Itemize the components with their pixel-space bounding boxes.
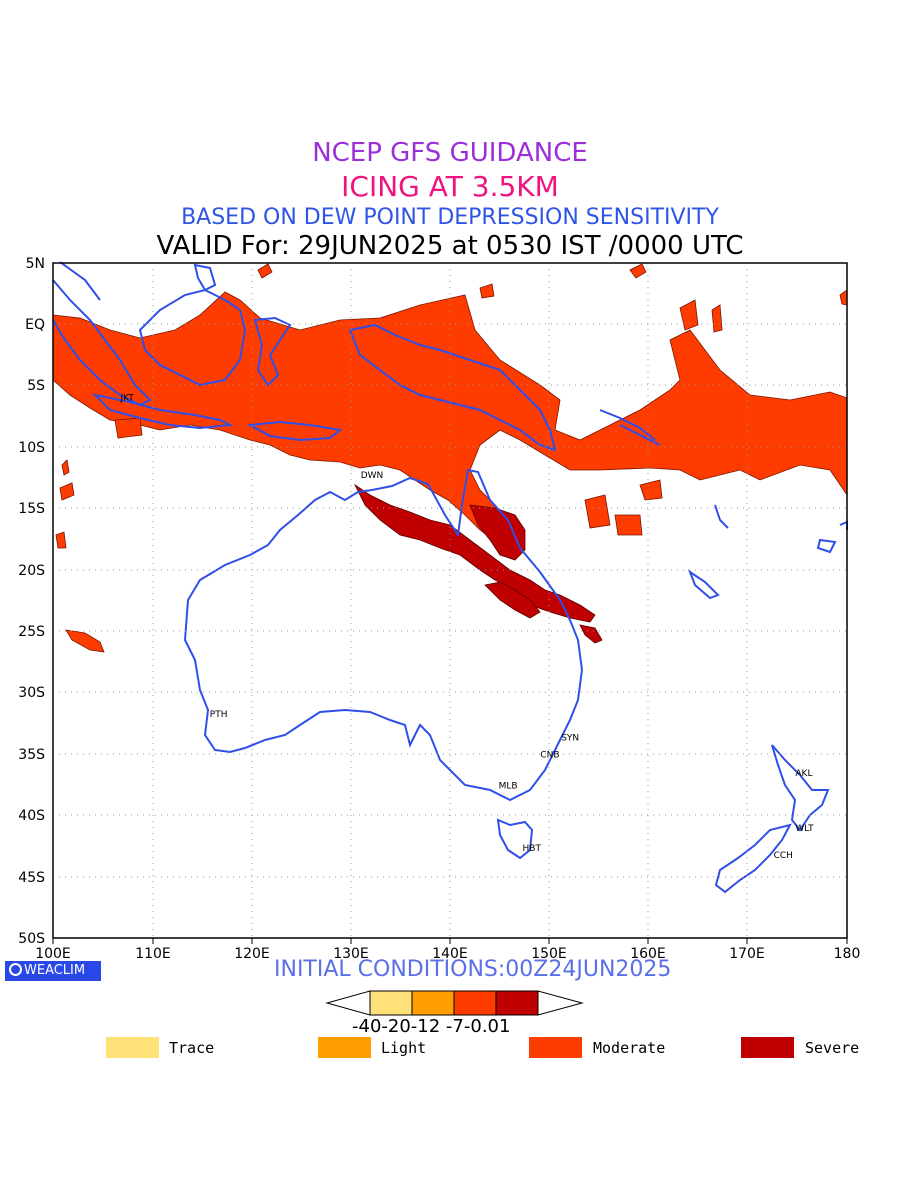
- legend-swatch-light: [318, 1037, 371, 1058]
- title-model: NCEP GFS GUIDANCE: [312, 138, 588, 168]
- lon-tick-label: 150E: [531, 946, 567, 962]
- icing-moderate-areas: [52, 263, 848, 653]
- lat-tick-label: 5S: [27, 378, 45, 394]
- lon-tick-label: 170E: [729, 946, 765, 962]
- title-product: ICING AT 3.5KM: [341, 170, 559, 203]
- lon-tick-label: 130E: [333, 946, 369, 962]
- city-label-mlb: MLB: [499, 781, 518, 791]
- lon-tick-label: 110E: [135, 946, 171, 962]
- lat-tick-label: 35S: [18, 747, 45, 763]
- lat-tick-label: 45S: [18, 870, 45, 886]
- lat-tick-label: 5N: [26, 256, 45, 272]
- city-label-syn: SYN: [561, 733, 579, 743]
- lon-tick-label: 180: [834, 946, 861, 962]
- colorbar-left-arrow: [325, 990, 371, 1016]
- legend-label-light: Light: [381, 1039, 427, 1057]
- lat-tick-label: 25S: [18, 624, 45, 640]
- icing-severe-areas: [353, 483, 603, 644]
- lon-tick-label: 100E: [35, 946, 71, 962]
- legend-label-severe: Severe: [805, 1039, 860, 1057]
- legend-swatch-severe: [741, 1037, 794, 1058]
- title-method: BASED ON DEW POINT DEPRESSION SENSITIVIT…: [181, 205, 719, 230]
- lat-tick-label: EQ: [25, 317, 45, 333]
- lat-tick-label: 10S: [18, 440, 45, 456]
- lon-tick-label: 160E: [630, 946, 666, 962]
- colorbar-segment-light: [411, 990, 455, 1016]
- colorbar-labels: -40-20-12 -7-0.01: [352, 1016, 511, 1037]
- lat-tick-label: 30S: [18, 685, 45, 701]
- city-label-cnb: CNB: [540, 751, 559, 761]
- city-label-wlt: WLT: [795, 824, 814, 834]
- weaclim-logo: WEACLIM: [5, 961, 101, 981]
- coastlines: [52, 261, 848, 894]
- colorbar-segment-severe: [495, 990, 539, 1016]
- lat-tick-label: 20S: [18, 563, 45, 579]
- colorbar-segment-moderate: [453, 990, 497, 1016]
- graticule: [53, 263, 847, 938]
- colorbar-right-arrow: [537, 990, 584, 1016]
- initial-conditions: INITIAL CONDITIONS:00Z24JUN2025: [274, 957, 672, 982]
- city-label-pth: PTH: [210, 710, 228, 720]
- lat-tick-labels: 5N EQ 5S 10S 15S 20S 25S 30S 35S 40S 45S…: [18, 256, 45, 947]
- legend-swatch-moderate: [529, 1037, 582, 1058]
- lat-tick-label: 40S: [18, 808, 45, 824]
- logo-text: WEACLIM: [24, 963, 86, 978]
- tick-marks: [52, 938, 848, 944]
- legend-label-moderate: Moderate: [593, 1039, 666, 1057]
- legend-label-trace: Trace: [169, 1039, 215, 1057]
- lon-tick-labels: 100E 110E 120E 130E 140E 150E 160E 170E …: [35, 946, 860, 962]
- lat-tick-label: 15S: [18, 501, 45, 517]
- legend-swatch-trace: [106, 1037, 159, 1058]
- city-label-akl: AKL: [795, 769, 812, 779]
- lon-tick-label: 120E: [234, 946, 270, 962]
- city-label-dwn: DWN: [361, 471, 384, 481]
- copyright-icon: [9, 963, 22, 976]
- colorbar: [325, 990, 584, 1016]
- city-label-hbt: HBT: [523, 844, 542, 854]
- city-label-cch: CCH: [774, 851, 793, 861]
- colorbar-segment-trace: [369, 990, 413, 1016]
- lon-tick-label: 140E: [432, 946, 468, 962]
- city-label-jkt: JKT: [120, 394, 135, 404]
- lat-tick-label: 50S: [18, 931, 45, 947]
- title-valid-time: VALID For: 29JUN2025 at 0530 IST /0000 U…: [156, 231, 744, 261]
